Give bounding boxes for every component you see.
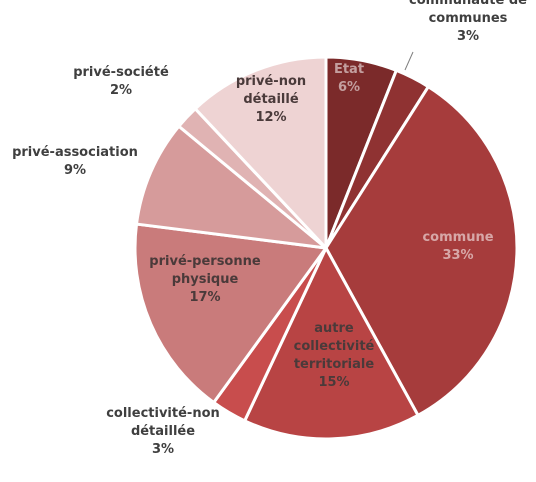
slice-label-5: collectivité-non détaillée 3% — [106, 406, 220, 457]
slice-name: Etat — [334, 62, 364, 77]
slice-name: privé-non — [236, 74, 306, 89]
slice-label-3: commune 33% — [422, 230, 493, 263]
pie-slice-7 — [135, 124, 328, 250]
slice-percent: 2% — [110, 83, 132, 98]
slice-name: détaillée — [131, 424, 195, 439]
slice-percent: 6% — [338, 80, 360, 95]
slice-name: territoriale — [294, 357, 375, 372]
slice-label-4: autre collectivité territoriale 15% — [294, 321, 375, 390]
pie-slice-9 — [193, 55, 328, 250]
leader-lines — [404, 51, 414, 71]
slice-percent: 33% — [442, 248, 473, 263]
slice-name: privé-société — [73, 65, 169, 80]
slice-label-1: Etat 6% — [334, 62, 364, 95]
slice-name: détaillé — [243, 92, 298, 107]
slice-name: communauté de — [409, 0, 527, 8]
slice-name: physique — [172, 272, 239, 287]
slice-percent: 3% — [457, 29, 479, 44]
slice-labels: Etat 6% communauté de communes 3% commune 33% a… — [12, 0, 527, 457]
slice-label-8: privé-société 2% — [73, 65, 169, 98]
pie-slice-4 — [243, 246, 420, 441]
slice-label-9: privé-non détaillé 12% — [236, 74, 306, 125]
slice-name: collectivité-non — [106, 406, 220, 421]
slice-label-7: privé-association 9% — [12, 145, 138, 178]
slice-percent: 9% — [64, 163, 86, 178]
slice-label-6: privé-personne physique 17% — [149, 254, 261, 305]
slice-name: autre — [314, 321, 354, 336]
leader-line — [404, 51, 414, 71]
slice-name: privé-personne — [149, 254, 261, 269]
slice-percent: 17% — [189, 290, 220, 305]
slice-percent: 12% — [255, 110, 286, 125]
pie-slices — [133, 55, 519, 441]
slice-name: collectivité — [294, 339, 375, 354]
slice-name: communes — [429, 11, 508, 26]
slice-percent: 3% — [152, 442, 174, 457]
pie-slice-6 — [133, 222, 328, 405]
slice-label-2: communauté de communes 3% — [409, 0, 527, 44]
slice-name: commune — [422, 230, 493, 245]
slice-name: privé-association — [12, 145, 138, 160]
slice-percent: 15% — [318, 375, 349, 390]
